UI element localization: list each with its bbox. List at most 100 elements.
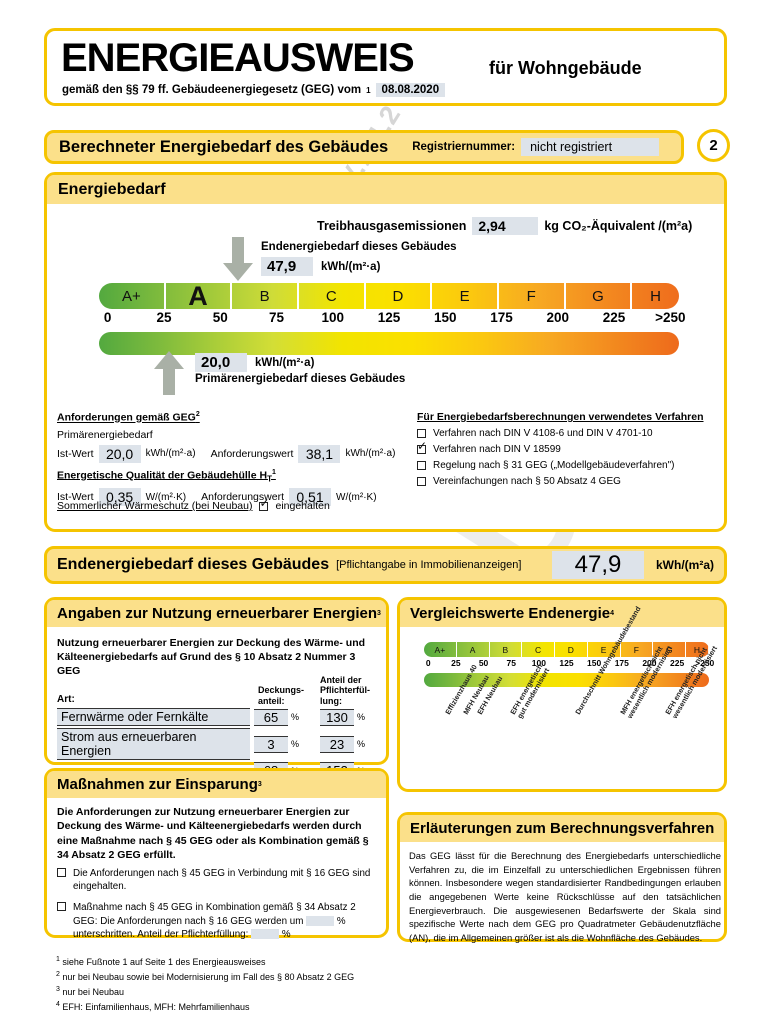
- method-option-4[interactable]: Vereinfachungen nach § 50 Absatz 4 GEG: [417, 476, 722, 487]
- row-coverage-percent: %: [291, 712, 300, 722]
- scale-tick: 25: [156, 310, 172, 325]
- requirements-heading: Anforderungen gemäß GEG2: [57, 411, 402, 424]
- footnote-marker: 2: [56, 970, 60, 978]
- renewable-energy-panel: Angaben zur Nutzung erneuerbarer Energie…: [44, 597, 389, 779]
- measure-input-reduction[interactable]: [306, 916, 335, 927]
- col-header-art: Art:: [57, 693, 75, 705]
- savings-measures-panel: Maßnahmen zur Einsparung 3 Die Anforderun…: [44, 768, 389, 941]
- greenhouse-gas-row: Treibhausgasemissionen 2,94 kg CO₂-Äquiv…: [317, 217, 692, 235]
- primary-energy-marker-arrow: [154, 351, 184, 395]
- method-label-1: Verfahren nach DIN V 4108-6 und DIN V 47…: [433, 428, 653, 439]
- row-coverage-cell: 3%: [254, 728, 316, 760]
- scale-tick: >250: [695, 658, 715, 668]
- explanation-title: Erläuterungen zum Berechnungsverfahren: [400, 815, 724, 842]
- hull-anf-value: 0,51: [289, 488, 331, 507]
- method-option-2[interactable]: Verfahren nach DIN V 18599: [417, 440, 722, 455]
- summer-heat-protection-checkbox[interactable]: [259, 497, 270, 511]
- row-coverage-percent: %: [291, 739, 300, 749]
- renewable-energy-intro: Nutzung erneuerbarer Energien zur Deckun…: [57, 637, 366, 678]
- energy-class-Aplus: A+: [424, 642, 457, 657]
- method-label-2: Verfahren nach DIN V 18599: [433, 444, 561, 455]
- footnote-text: siehe Fußnote 1 auf Seite 1 des Energiea…: [62, 957, 266, 967]
- renewable-energy-title-text: Angaben zur Nutzung erneuerbarer Energie…: [57, 605, 378, 622]
- requirements-block: Anforderungen gemäß GEG2 Primärenergiebe…: [57, 411, 402, 512]
- scale-tick: >250: [655, 310, 686, 325]
- renewable-energy-title: Angaben zur Nutzung erneuerbarer Energie…: [47, 600, 386, 627]
- comparison-gradient-bar: [424, 673, 709, 687]
- measure-option-2[interactable]: Maßnahme nach § 45 GEG in Kombination ge…: [57, 901, 379, 941]
- renewable-rows: Fernwärme oder Fernkälte 65% 130% Strom aus…: [57, 708, 382, 760]
- measure-label-2c: %: [281, 928, 291, 940]
- final-energy-marker-arrow: [223, 237, 253, 281]
- method-checkbox-2[interactable]: [417, 440, 427, 454]
- measure-option-1[interactable]: Die Anforderungen nach § 45 GEG in Verbi…: [57, 867, 379, 893]
- scale-tick: 225: [669, 658, 685, 668]
- issue-date-value: 08.08.2020: [375, 83, 446, 97]
- energy-class-bar: A+ A B C D E F G H: [99, 283, 679, 309]
- footnote-1: 1 siehe Fußnote 1 auf Seite 1 des Energi…: [56, 955, 354, 970]
- row-obligation-cell: 23%: [320, 728, 382, 760]
- row-obligation-value: 23: [320, 735, 354, 753]
- method-option-1[interactable]: Verfahren nach DIN V 4108-6 und DIN V 47…: [417, 428, 722, 439]
- result-note: [Pflichtangabe in Immobilienanzeigen]: [336, 559, 522, 571]
- method-option-3[interactable]: Regelung nach § 31 GEG („Modellgebäudeve…: [417, 460, 722, 471]
- table-row: Strom aus erneuerbaren Energien 3% 23%: [57, 728, 382, 760]
- savings-measures-title: Maßnahmen zur Einsparung 3: [47, 771, 386, 798]
- scale-tick: 150: [433, 310, 457, 325]
- footnote-marker: 4: [56, 1000, 60, 1008]
- legal-basis-text: gemäß den §§ 79 ff. Gebäudeenergiegesetz…: [62, 84, 362, 96]
- renewable-energy-table: Art: Deckungs-anteil: Anteil der Pflichte…: [57, 672, 382, 779]
- energy-class-B: B: [232, 283, 299, 309]
- explanation-panel: Erläuterungen zum Berechnungsverfahren D…: [397, 812, 727, 943]
- energy-class-Aplus: A+: [99, 283, 166, 309]
- energy-class-H: H: [650, 287, 661, 305]
- hull-ist-unit: W/(m²·K): [145, 491, 187, 503]
- energy-demand-panel: Energiebedarf Treibhausgasemissionen 2,9…: [44, 172, 727, 532]
- energy-class-scale: A+ A B C D E F G H 0 25 50 75 100 125 150 175 200 225 >250: [99, 283, 686, 355]
- energy-class-B: B: [490, 642, 523, 657]
- method-checkbox-1[interactable]: [417, 429, 426, 438]
- requirements-heading-footnote: 2: [195, 411, 200, 418]
- energy-class-G: G: [653, 642, 686, 657]
- primary-demand-sublabel: Primärenergiebedarf: [57, 428, 153, 441]
- measure-input-share[interactable]: [251, 929, 280, 940]
- measure-checkbox-2[interactable]: [57, 902, 66, 912]
- method-label-4: Vereinfachungen nach § 50 Absatz 4 GEG: [433, 476, 621, 487]
- energy-demand-title: Energiebedarf: [47, 175, 724, 204]
- energy-class-D: D: [555, 642, 588, 657]
- final-energy-row: 47,9 kWh/(m²·a): [261, 257, 380, 276]
- scale-tick: 0: [425, 658, 431, 668]
- calculation-methods-block: Für Energiebedarfsberechnungen verwendet…: [417, 411, 722, 492]
- method-checkbox-3[interactable]: [417, 461, 426, 470]
- calculation-methods-list: Verfahren nach DIN V 4108-6 und DIN V 47…: [417, 428, 722, 487]
- energy-class-F: F: [621, 642, 654, 657]
- table-row: Fernwärme oder Fernkälte 65% 130%: [57, 708, 382, 726]
- footnotes-block: 1 siehe Fußnote 1 auf Seite 1 des Energi…: [56, 955, 354, 1015]
- col-header-obligation: Anteil der Pflichterfül-lung:: [320, 674, 371, 706]
- comparison-reference-labels: Effizienzhaus 40 MFH Neubau EFH Neubau EFH …: [414, 605, 719, 790]
- primary-energy-row: 20,0 kWh/(m²·a): [195, 353, 314, 372]
- legal-footnote-marker: 1: [366, 85, 371, 95]
- summer-heat-protection-row: Sommerlicher Wärmeschutz (bei Neubau) ei…: [57, 497, 330, 512]
- comparison-values-title: Vergleichswerte Endenergie 4: [400, 600, 724, 627]
- method-checkbox-4[interactable]: [417, 477, 426, 486]
- hull-quality-subscript: T: [267, 474, 272, 484]
- savings-measures-title-footnote: 3: [257, 781, 262, 788]
- method-label-3: Regelung nach § 31 GEG („Modellgebäudeve…: [433, 460, 675, 471]
- energy-class-F: F: [499, 283, 566, 309]
- final-energy-unit: kWh/(m²·a): [321, 260, 381, 273]
- scale-tick: 50: [478, 658, 489, 668]
- energy-class-A: A: [457, 642, 490, 657]
- row-obligation-value: 130: [320, 708, 354, 726]
- savings-measures-intro: Die Anforderungen zur Nutzung erneuerbar…: [57, 806, 369, 862]
- measure-checkbox-1[interactable]: [57, 868, 66, 877]
- row-obligation-cell: 130%: [320, 708, 382, 726]
- primary-ist-unit: kWh/(m²·a): [145, 448, 196, 459]
- footnote-marker: 3: [56, 985, 60, 993]
- footnote-marker: 1: [56, 956, 60, 963]
- result-unit: kWh/(m²a): [656, 558, 714, 572]
- row-coverage-value: 3: [254, 735, 288, 753]
- measure-label-2: Maßnahme nach § 45 GEG in Kombination ge…: [73, 901, 379, 941]
- energy-class-H: H: [686, 642, 709, 657]
